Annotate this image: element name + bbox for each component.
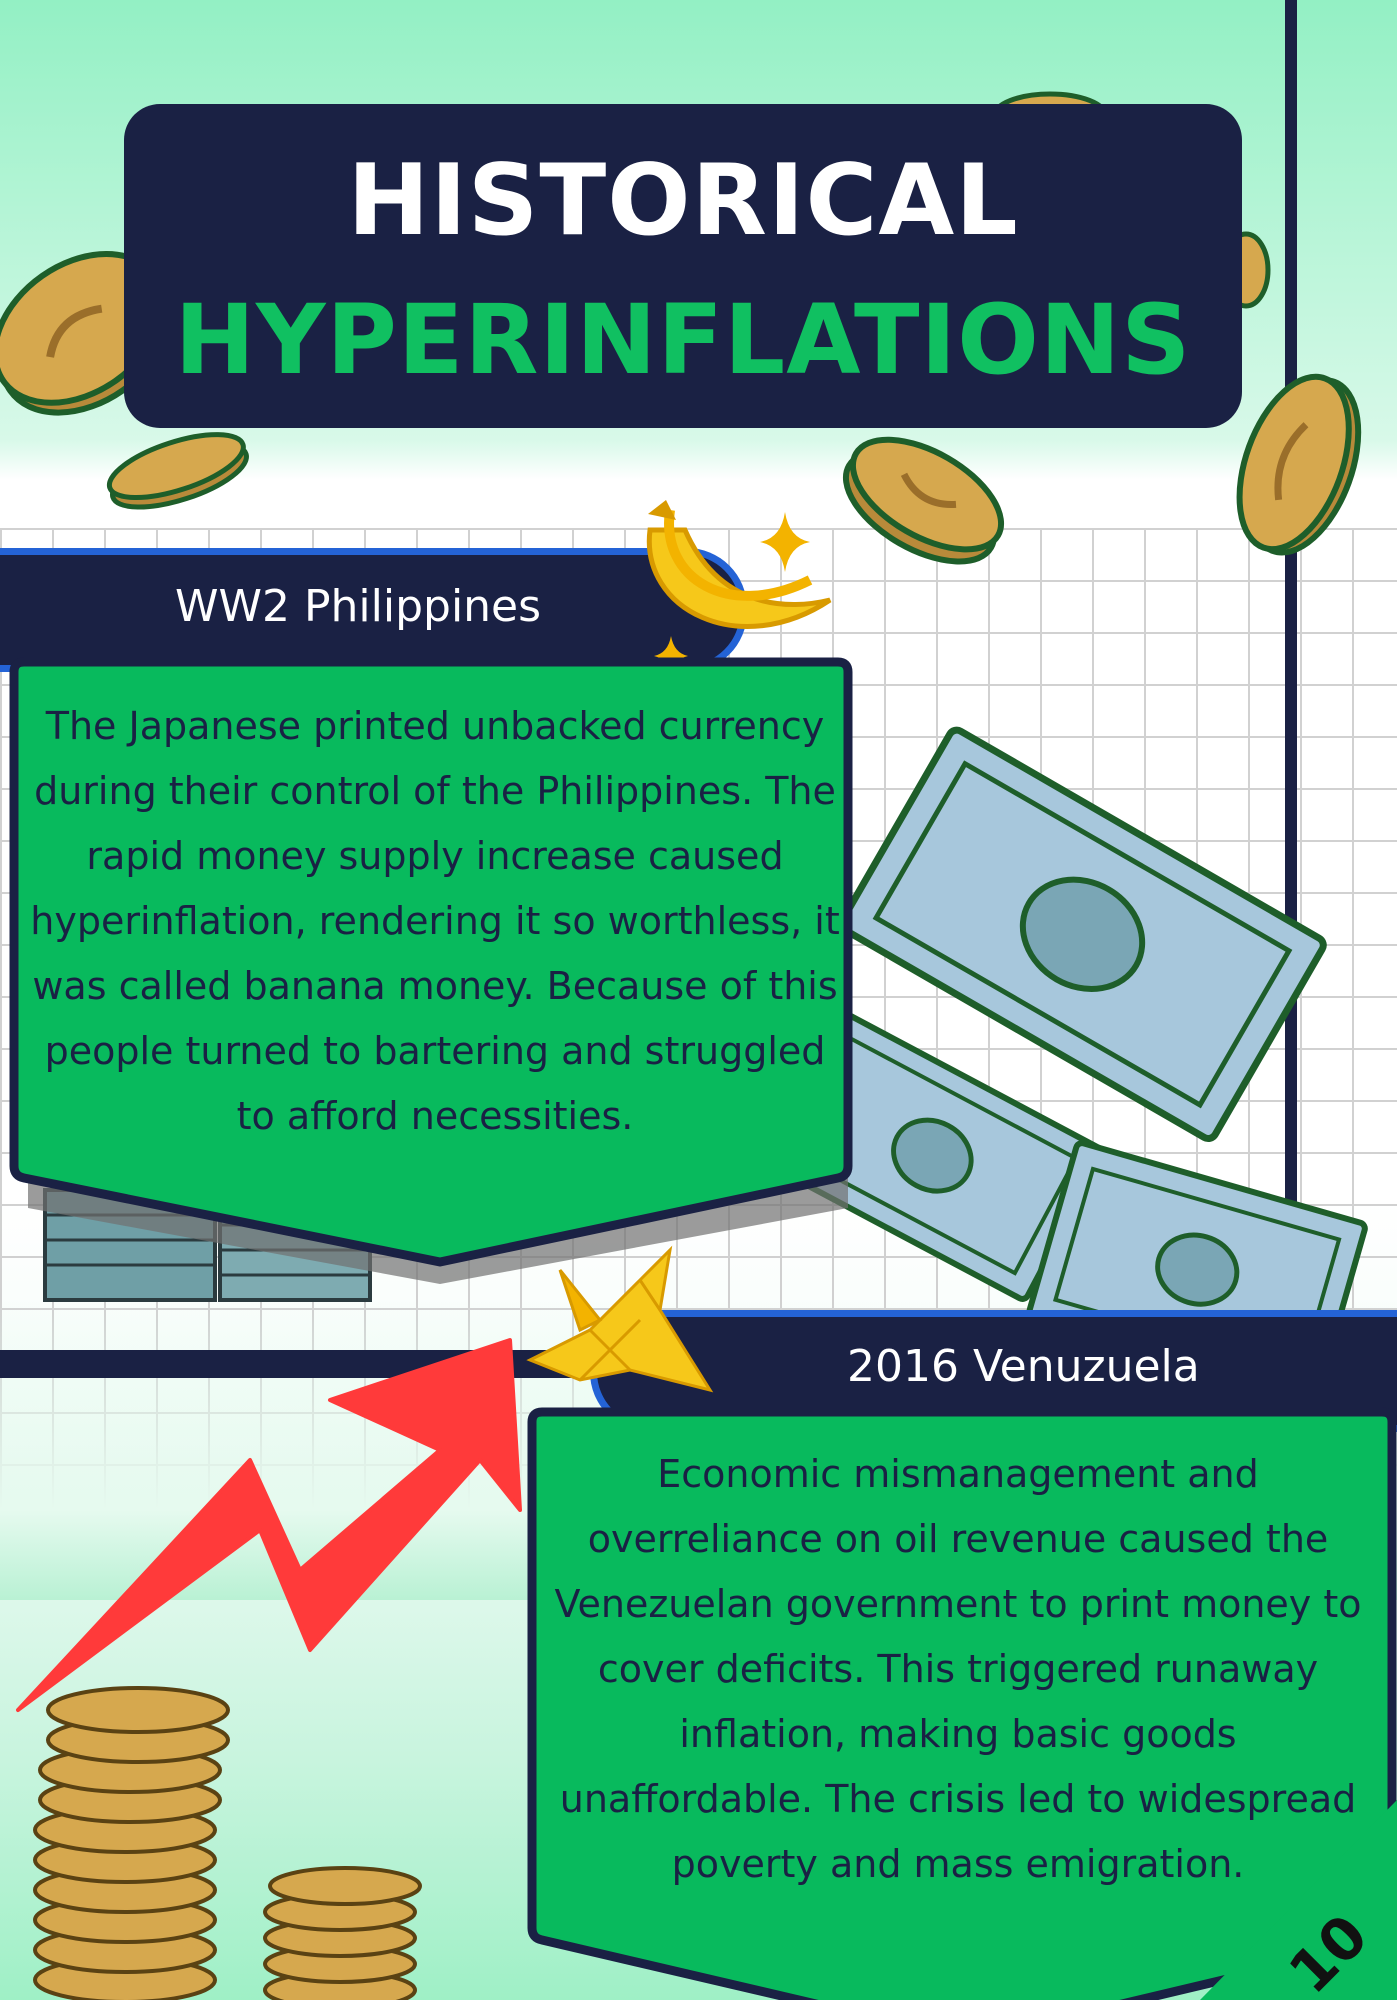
page-title-line-1: HISTORICAL — [347, 144, 1019, 258]
page-title-line-2: HYPERINFLATIONS — [174, 284, 1192, 396]
card-venezuela — [527, 1407, 1397, 2000]
title-banner: HISTORICAL HYPERINFLATIONS — [124, 104, 1242, 428]
coin-icon — [106, 432, 249, 510]
banana-icon — [646, 500, 832, 629]
section-body: Economic mismanagement and overreliance … — [554, 1452, 1362, 1886]
paper-crane-icon — [526, 1245, 714, 1393]
section-heading: WW2 Philippines — [175, 581, 542, 632]
section-heading: 2016 Venuzuela — [847, 1341, 1200, 1392]
vertical-rule — [1285, 0, 1297, 1330]
coin-stack-icon — [33, 1686, 422, 2000]
horizontal-rule — [0, 1350, 620, 1378]
coin-icon — [842, 436, 1005, 565]
rising-arrow-icon — [16, 1338, 522, 1712]
card-philippines — [9, 657, 853, 1284]
section-body: The Japanese printed unbacked currency d… — [30, 704, 840, 1138]
sparkle-icon — [760, 512, 810, 572]
dollar-bill-icon — [838, 726, 1327, 1142]
page-corner — [1200, 1800, 1397, 2000]
sparkle-icon — [654, 636, 688, 676]
coin-icon — [1236, 373, 1362, 556]
